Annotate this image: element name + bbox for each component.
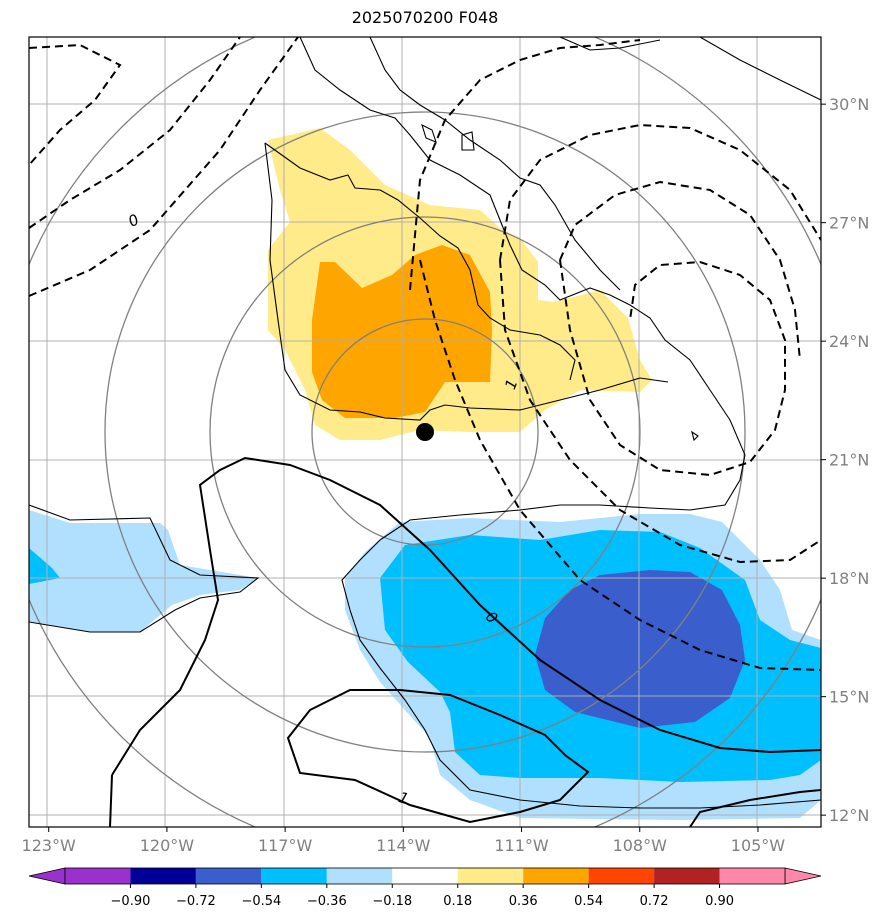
plot-frame xyxy=(28,36,822,828)
colorbar-bin xyxy=(719,868,785,884)
x-axis: 123°W 120°W 117°W 114°W 111°W 108°W 105°W xyxy=(22,827,786,855)
y-tick-label: 24°N xyxy=(829,332,869,351)
colorbar-bin xyxy=(130,868,196,884)
dashed-contours xyxy=(29,37,821,671)
y-tick-label: 18°N xyxy=(829,569,869,588)
colorbar-tick-label: −0.90 xyxy=(111,894,151,909)
x-tick-label: 114°W xyxy=(376,836,431,855)
colorbar-bin xyxy=(195,868,262,884)
storm-center-marker xyxy=(416,423,434,441)
contour-label: 0 xyxy=(125,210,142,230)
x-tick-label: 105°W xyxy=(731,836,786,855)
solid-contours xyxy=(109,456,821,827)
colorbar: −0.90 −0.72 −0.54 −0.36 −0.18 0.18 0.36 0.54 0.7… xyxy=(28,867,822,909)
colorbar-bin xyxy=(523,868,589,884)
y-tick-label: 21°N xyxy=(829,451,869,470)
colorbar-tick-label: 0.72 xyxy=(640,894,669,909)
x-tick-label: 117°W xyxy=(258,836,313,855)
range-rings xyxy=(29,37,821,827)
colorbar-bin xyxy=(326,868,393,884)
x-tick-label: 123°W xyxy=(22,836,77,855)
colorbar-tick-label: −0.72 xyxy=(176,894,216,909)
colorbar-tick-label: 0.36 xyxy=(509,894,538,909)
colorbar-tick-label: −0.36 xyxy=(307,894,347,909)
chart-title: 2025070200 F048 xyxy=(351,8,499,27)
colorbar-extend-low xyxy=(28,867,66,885)
fill-negative-dark xyxy=(535,570,745,728)
colorbar-bin xyxy=(261,868,327,884)
colorbar-tick-label: 0.90 xyxy=(705,894,734,909)
colorbar-tick-label: −0.18 xyxy=(372,894,412,909)
colorbar-tick-label: 0.54 xyxy=(574,894,603,909)
colorbar-bin xyxy=(392,868,458,884)
coastlines xyxy=(29,37,821,809)
colorbar-frame xyxy=(64,867,786,885)
map-plot-area xyxy=(29,37,821,827)
fill-negative-light-west xyxy=(29,510,258,632)
y-tick-label: 15°N xyxy=(829,688,869,707)
colorbar-bin xyxy=(654,868,720,884)
y-tick-label: 27°N xyxy=(829,214,869,233)
colorbar-extend-high xyxy=(784,867,822,885)
y-tick-label: 30°N xyxy=(829,95,869,114)
y-axis: 30°N 27°N 24°N 21°N 18°N 15°N 12°N xyxy=(821,95,869,825)
x-tick-label: 108°W xyxy=(613,836,668,855)
x-tick-label: 120°W xyxy=(140,836,195,855)
x-tick-label: 111°W xyxy=(494,836,549,855)
colorbar-tick-label: −0.54 xyxy=(241,894,281,909)
colorbar-bin xyxy=(457,868,524,884)
y-tick-label: 12°N xyxy=(829,806,869,825)
colorbar-tick-label: 0.18 xyxy=(443,894,472,909)
gridlines xyxy=(29,37,821,827)
colorbar-bin xyxy=(588,868,655,884)
colorbar-bin xyxy=(65,868,131,884)
fill-negative-medium-west xyxy=(29,548,60,584)
